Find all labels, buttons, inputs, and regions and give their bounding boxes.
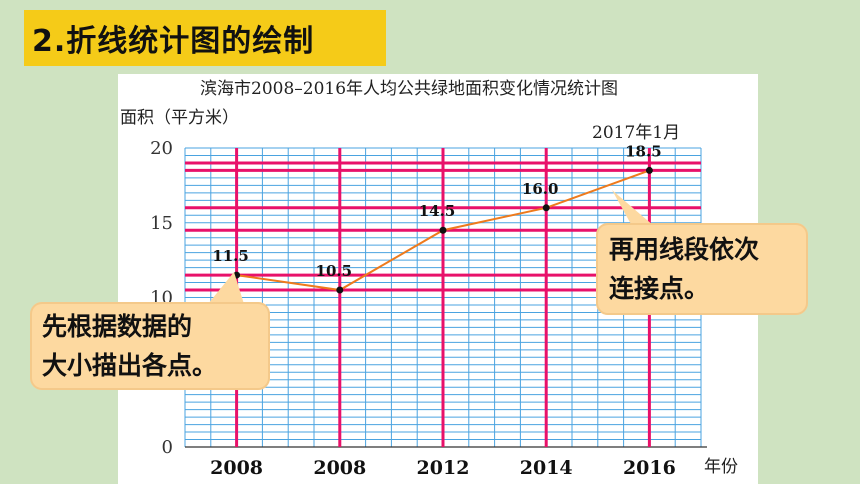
slide-title: 2.折线统计图的绘制 <box>32 24 315 59</box>
bubble-left-pointer <box>208 272 244 304</box>
data-point <box>439 226 447 234</box>
y-tick-label: 0 <box>162 437 173 458</box>
y-axis-label: 面积（平方米） <box>120 108 239 128</box>
x-tick-label: 2008 <box>313 457 366 479</box>
data-point <box>542 204 550 212</box>
data-label: 11.5 <box>212 247 249 265</box>
x-tick-label: 2014 <box>520 457 573 479</box>
x-tick-label: 2012 <box>417 457 470 479</box>
bubble-left-line-1: 先根据数据的 <box>42 312 193 341</box>
data-label: 18.5 <box>625 142 662 160</box>
x-tick-label: 2016 <box>623 457 676 479</box>
bubble-right-pointer <box>612 190 654 226</box>
bubble-right-line-1: 再用线段依次 <box>609 235 760 264</box>
speech-bubble-plot: 先根据数据的 大小描出各点。 <box>30 302 270 390</box>
bubble-left-line-2: 大小描出各点。 <box>42 351 218 380</box>
speech-bubble-connect: 再用线段依次 连接点。 <box>596 223 808 315</box>
y-tick-label: 20 <box>150 138 173 159</box>
data-label: 10.5 <box>316 262 353 280</box>
data-label: 16.0 <box>522 180 559 198</box>
slide-title-banner: 2.折线统计图的绘制 <box>24 10 386 66</box>
date-note: 2017年1月 <box>592 123 680 143</box>
data-point <box>336 286 344 294</box>
data-label: 14.5 <box>419 202 456 220</box>
x-axis-label: 年份 <box>704 457 738 477</box>
bubble-right-line-2: 连接点。 <box>609 274 710 303</box>
data-point <box>645 166 653 174</box>
x-tick-label: 2008 <box>210 457 263 479</box>
y-tick-label: 15 <box>150 213 173 234</box>
chart-title: 滨海市2008–2016年人均公共绿地面积变化情况统计图 <box>200 79 618 99</box>
